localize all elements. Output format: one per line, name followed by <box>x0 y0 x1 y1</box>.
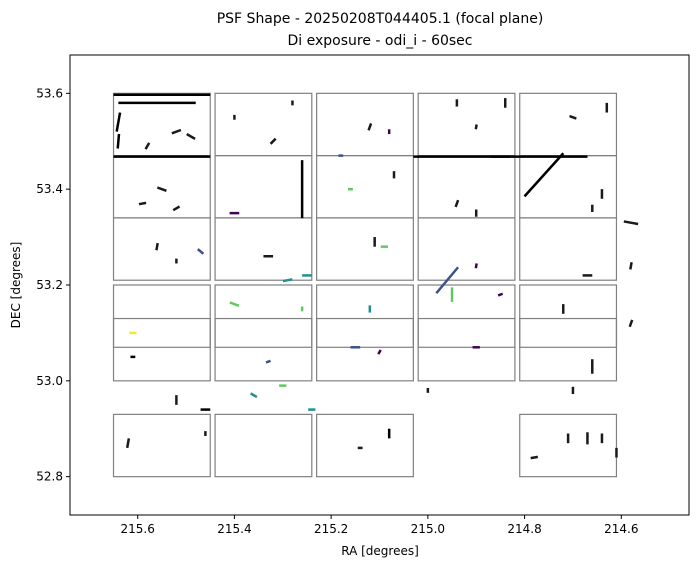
psf-whisker <box>116 133 121 149</box>
ccd-outline <box>316 92 414 157</box>
psf-whiskers <box>113 93 639 460</box>
x-axis-label: RA [degrees] <box>341 544 419 558</box>
psf-whisker <box>569 114 577 120</box>
psf-whisker <box>523 152 565 198</box>
psf-whisker <box>367 123 373 131</box>
ccd-outline <box>519 413 618 478</box>
x-tick-label: 214.8 <box>507 522 541 536</box>
y-axis-label: DEC [degrees] <box>9 242 23 329</box>
psf-whisker <box>125 438 131 449</box>
y-tick-label: 53.2 <box>36 278 63 292</box>
psf-whisker <box>497 292 504 297</box>
y-tick-label: 53.4 <box>36 182 63 196</box>
psf-whisker <box>156 186 167 192</box>
psf-whisker <box>196 248 205 255</box>
ccd-outline <box>112 284 211 348</box>
psf-whisker <box>282 278 293 283</box>
ccd-outline <box>214 217 313 281</box>
ccd-outline <box>112 155 211 219</box>
psf-whisker <box>115 112 122 132</box>
psf-whisker <box>623 220 639 226</box>
ccd-outline <box>519 217 618 281</box>
chart-title: PSF Shape - 20250208T044405.1 (focal pla… <box>217 11 544 27</box>
ccd-outline <box>112 217 211 281</box>
psf-whisker <box>628 319 634 328</box>
psf-whisker <box>474 263 478 269</box>
psf-whisker <box>265 359 271 364</box>
x-tick-label: 215.6 <box>121 522 155 536</box>
ccd-outline <box>316 317 414 382</box>
ccd-outline <box>417 317 516 382</box>
ccd-outlines <box>112 92 618 478</box>
ccd-outline <box>112 317 211 382</box>
x-axis-ticks: 215.6 215.4 215.2 215.0 214.8 214.6 <box>121 515 638 536</box>
y-tick-label: 53.0 <box>36 374 63 388</box>
ccd-outline <box>417 92 516 157</box>
x-tick-label: 214.6 <box>604 522 638 536</box>
ccd-outline <box>417 284 516 348</box>
ccd-outline <box>417 155 516 219</box>
ccd-outline <box>214 92 313 157</box>
psf-whisker <box>474 124 478 130</box>
psf-whisker <box>377 349 382 355</box>
ccd-outline <box>214 155 313 219</box>
psf-whisker <box>249 392 258 399</box>
psf-whisker <box>155 242 159 251</box>
psf-whisker <box>229 301 240 307</box>
y-tick-label: 53.6 <box>36 86 63 100</box>
psf-whisker <box>172 205 181 212</box>
ccd-outline <box>214 317 313 382</box>
psf-whisker <box>138 201 147 206</box>
ccd-outline <box>519 317 618 382</box>
chart-subtitle: Di exposure - odi_i - 60sec <box>287 33 472 49</box>
ccd-outline <box>316 155 414 219</box>
ccd-outline <box>214 284 313 348</box>
ccd-outline <box>417 217 516 281</box>
psf-whisker <box>171 128 182 135</box>
ccd-outline <box>316 413 414 478</box>
psf-whisker <box>269 137 277 145</box>
y-axis-ticks: 52.8 53.0 53.2 53.4 53.6 <box>36 86 70 484</box>
ccd-outline <box>316 284 414 348</box>
psf-whisker <box>435 266 460 294</box>
psf-whisker <box>144 142 151 150</box>
psf-whisker <box>186 132 196 140</box>
x-tick-label: 215.2 <box>314 522 348 536</box>
ccd-outline <box>519 92 618 157</box>
ccd-outline <box>214 413 313 478</box>
y-tick-label: 52.8 <box>36 470 63 484</box>
x-tick-label: 215.4 <box>217 522 251 536</box>
psf-whisker <box>530 455 539 460</box>
psf-whisker <box>629 262 633 270</box>
ccd-outline <box>519 284 618 348</box>
ccd-outline <box>112 413 211 478</box>
psf-whisker <box>454 199 460 208</box>
ccd-outline <box>316 217 414 281</box>
x-tick-label: 215.0 <box>411 522 445 536</box>
